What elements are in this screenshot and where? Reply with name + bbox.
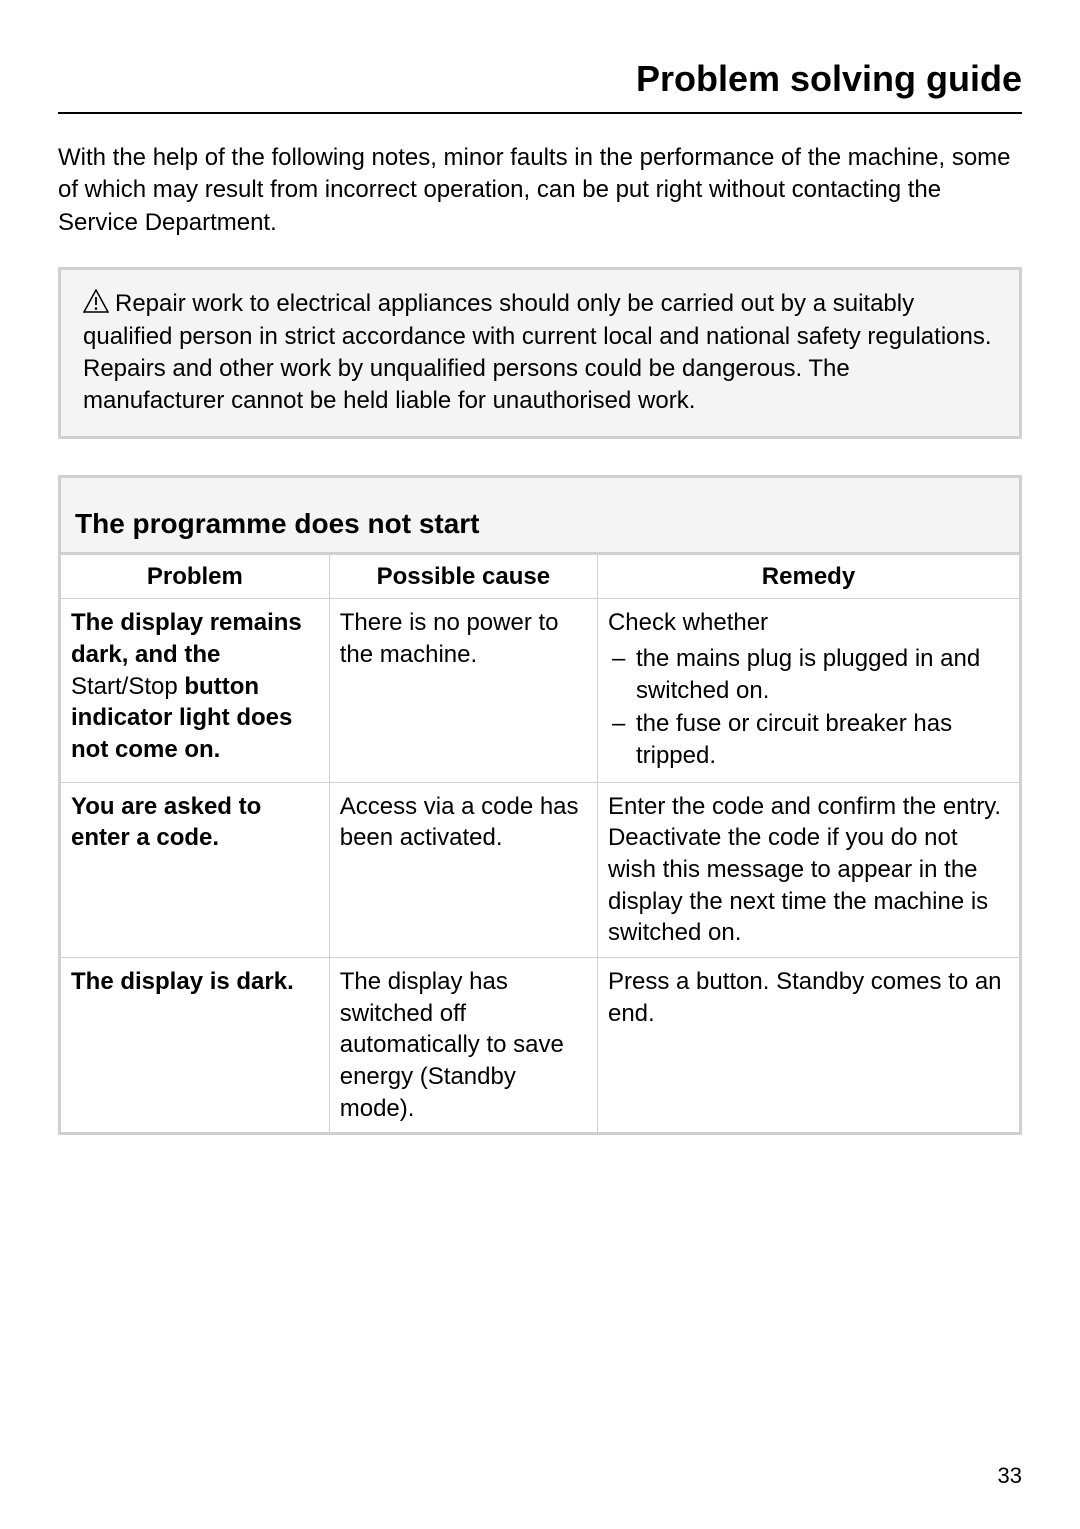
table-header-row: Problem Possible cause Remedy bbox=[61, 555, 1019, 599]
remedy-list: the mains plug is plugged in and switche… bbox=[608, 643, 1009, 772]
col-header-cause: Possible cause bbox=[329, 555, 597, 599]
cell-cause: Access via a code has been activated. bbox=[329, 782, 597, 957]
page-title: Problem solving guide bbox=[58, 58, 1022, 114]
cell-cause: The display has switched off automatical… bbox=[329, 958, 597, 1133]
cell-problem: The display remains dark, and the Start/… bbox=[61, 599, 329, 782]
warning-callout: Repair work to electrical appliances sho… bbox=[58, 267, 1022, 439]
list-item: the mains plug is plugged in and switche… bbox=[608, 643, 1009, 706]
remedy-intro: Check whether bbox=[608, 609, 768, 636]
warning-triangle-icon bbox=[83, 289, 109, 313]
cell-problem: You are asked to enter a code. bbox=[61, 782, 329, 957]
table-row: The display is dark. The display has swi… bbox=[61, 958, 1019, 1133]
intro-paragraph: With the help of the following notes, mi… bbox=[58, 142, 1022, 239]
cell-remedy: Check whether the mains plug is plugged … bbox=[597, 599, 1019, 782]
warning-text: Repair work to electrical appliances sho… bbox=[83, 290, 992, 414]
cell-remedy: Enter the code and confirm the entry. De… bbox=[597, 782, 1019, 957]
page-number: 33 bbox=[998, 1463, 1022, 1489]
cell-problem: The display is dark. bbox=[61, 958, 329, 1133]
troubleshoot-table: Problem Possible cause Remedy The displa… bbox=[61, 555, 1019, 1133]
table-row: The display remains dark, and the Start/… bbox=[61, 599, 1019, 782]
table-row: You are asked to enter a code. Access vi… bbox=[61, 782, 1019, 957]
col-header-problem: Problem bbox=[61, 555, 329, 599]
troubleshoot-section: The programme does not start Problem Pos… bbox=[58, 475, 1022, 1136]
list-item: the fuse or circuit breaker has tripped. bbox=[608, 708, 1009, 771]
cell-remedy: Press a button. Standby comes to an end. bbox=[597, 958, 1019, 1133]
cell-cause: There is no power to the machine. bbox=[329, 599, 597, 782]
col-header-remedy: Remedy bbox=[597, 555, 1019, 599]
section-heading: The programme does not start bbox=[61, 478, 1019, 555]
